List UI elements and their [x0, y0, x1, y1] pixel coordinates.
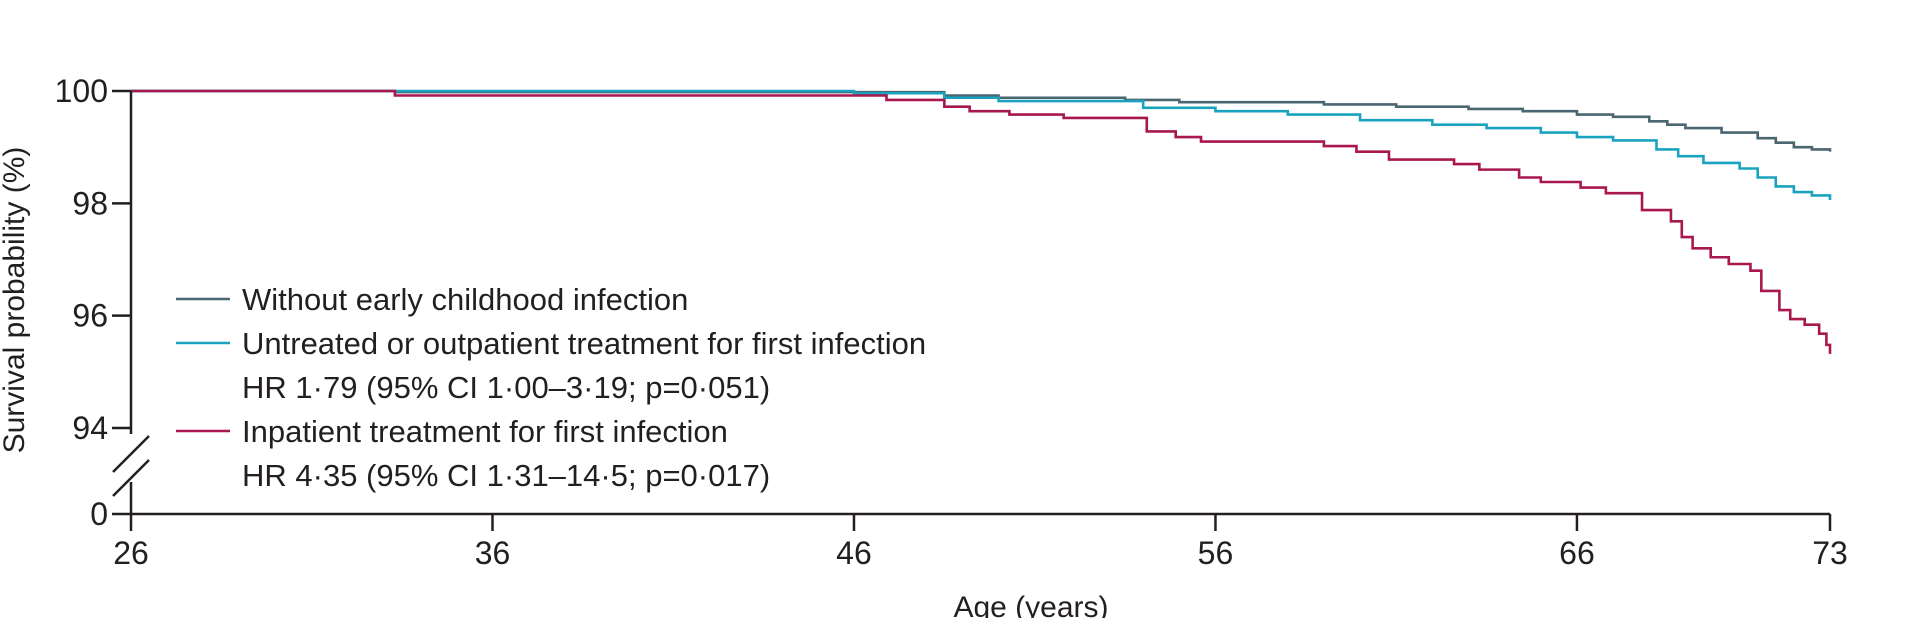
x-tick-label: 73: [1812, 535, 1848, 571]
y-tick-label: 98: [72, 185, 108, 221]
y-tick-label: 94: [72, 410, 108, 446]
y-tick-label: 0: [90, 496, 108, 532]
series-line-2: [131, 89, 1832, 200]
y-ticks-group: 100 98 96 94 0: [55, 73, 131, 532]
legend-label-3: Inpatient treatment for first infection: [242, 414, 728, 449]
series-line-1: [131, 89, 1832, 152]
x-axis-title: Age (years): [953, 591, 1108, 618]
legend: Without early childhood infection Untreat…: [176, 282, 926, 493]
y-axis-title: Survival probability (%): [0, 147, 31, 454]
x-tick-label: 66: [1559, 535, 1595, 571]
x-ticks-group: 26 36 46 56 66 73: [113, 514, 1848, 571]
legend-label-2: Untreated or outpatient treatment for fi…: [242, 326, 926, 361]
x-tick-label: 26: [113, 535, 149, 571]
x-tick-label: 46: [836, 535, 872, 571]
series-line-3: [131, 89, 1832, 354]
legend-hr-2: HR 1·79 (95% CI 1·00–3·19; p=0·051): [242, 370, 770, 405]
y-tick-label: 100: [55, 73, 108, 109]
curves-group: [131, 89, 1832, 354]
legend-hr-3: HR 4·35 (95% CI 1·31–14·5; p=0·017): [242, 458, 770, 493]
legend-label-1: Without early childhood infection: [242, 282, 688, 317]
axis-break-mark: [112, 435, 150, 497]
y-tick-label: 96: [72, 298, 108, 334]
x-tick-label: 56: [1198, 535, 1234, 571]
x-tick-label: 36: [475, 535, 511, 571]
